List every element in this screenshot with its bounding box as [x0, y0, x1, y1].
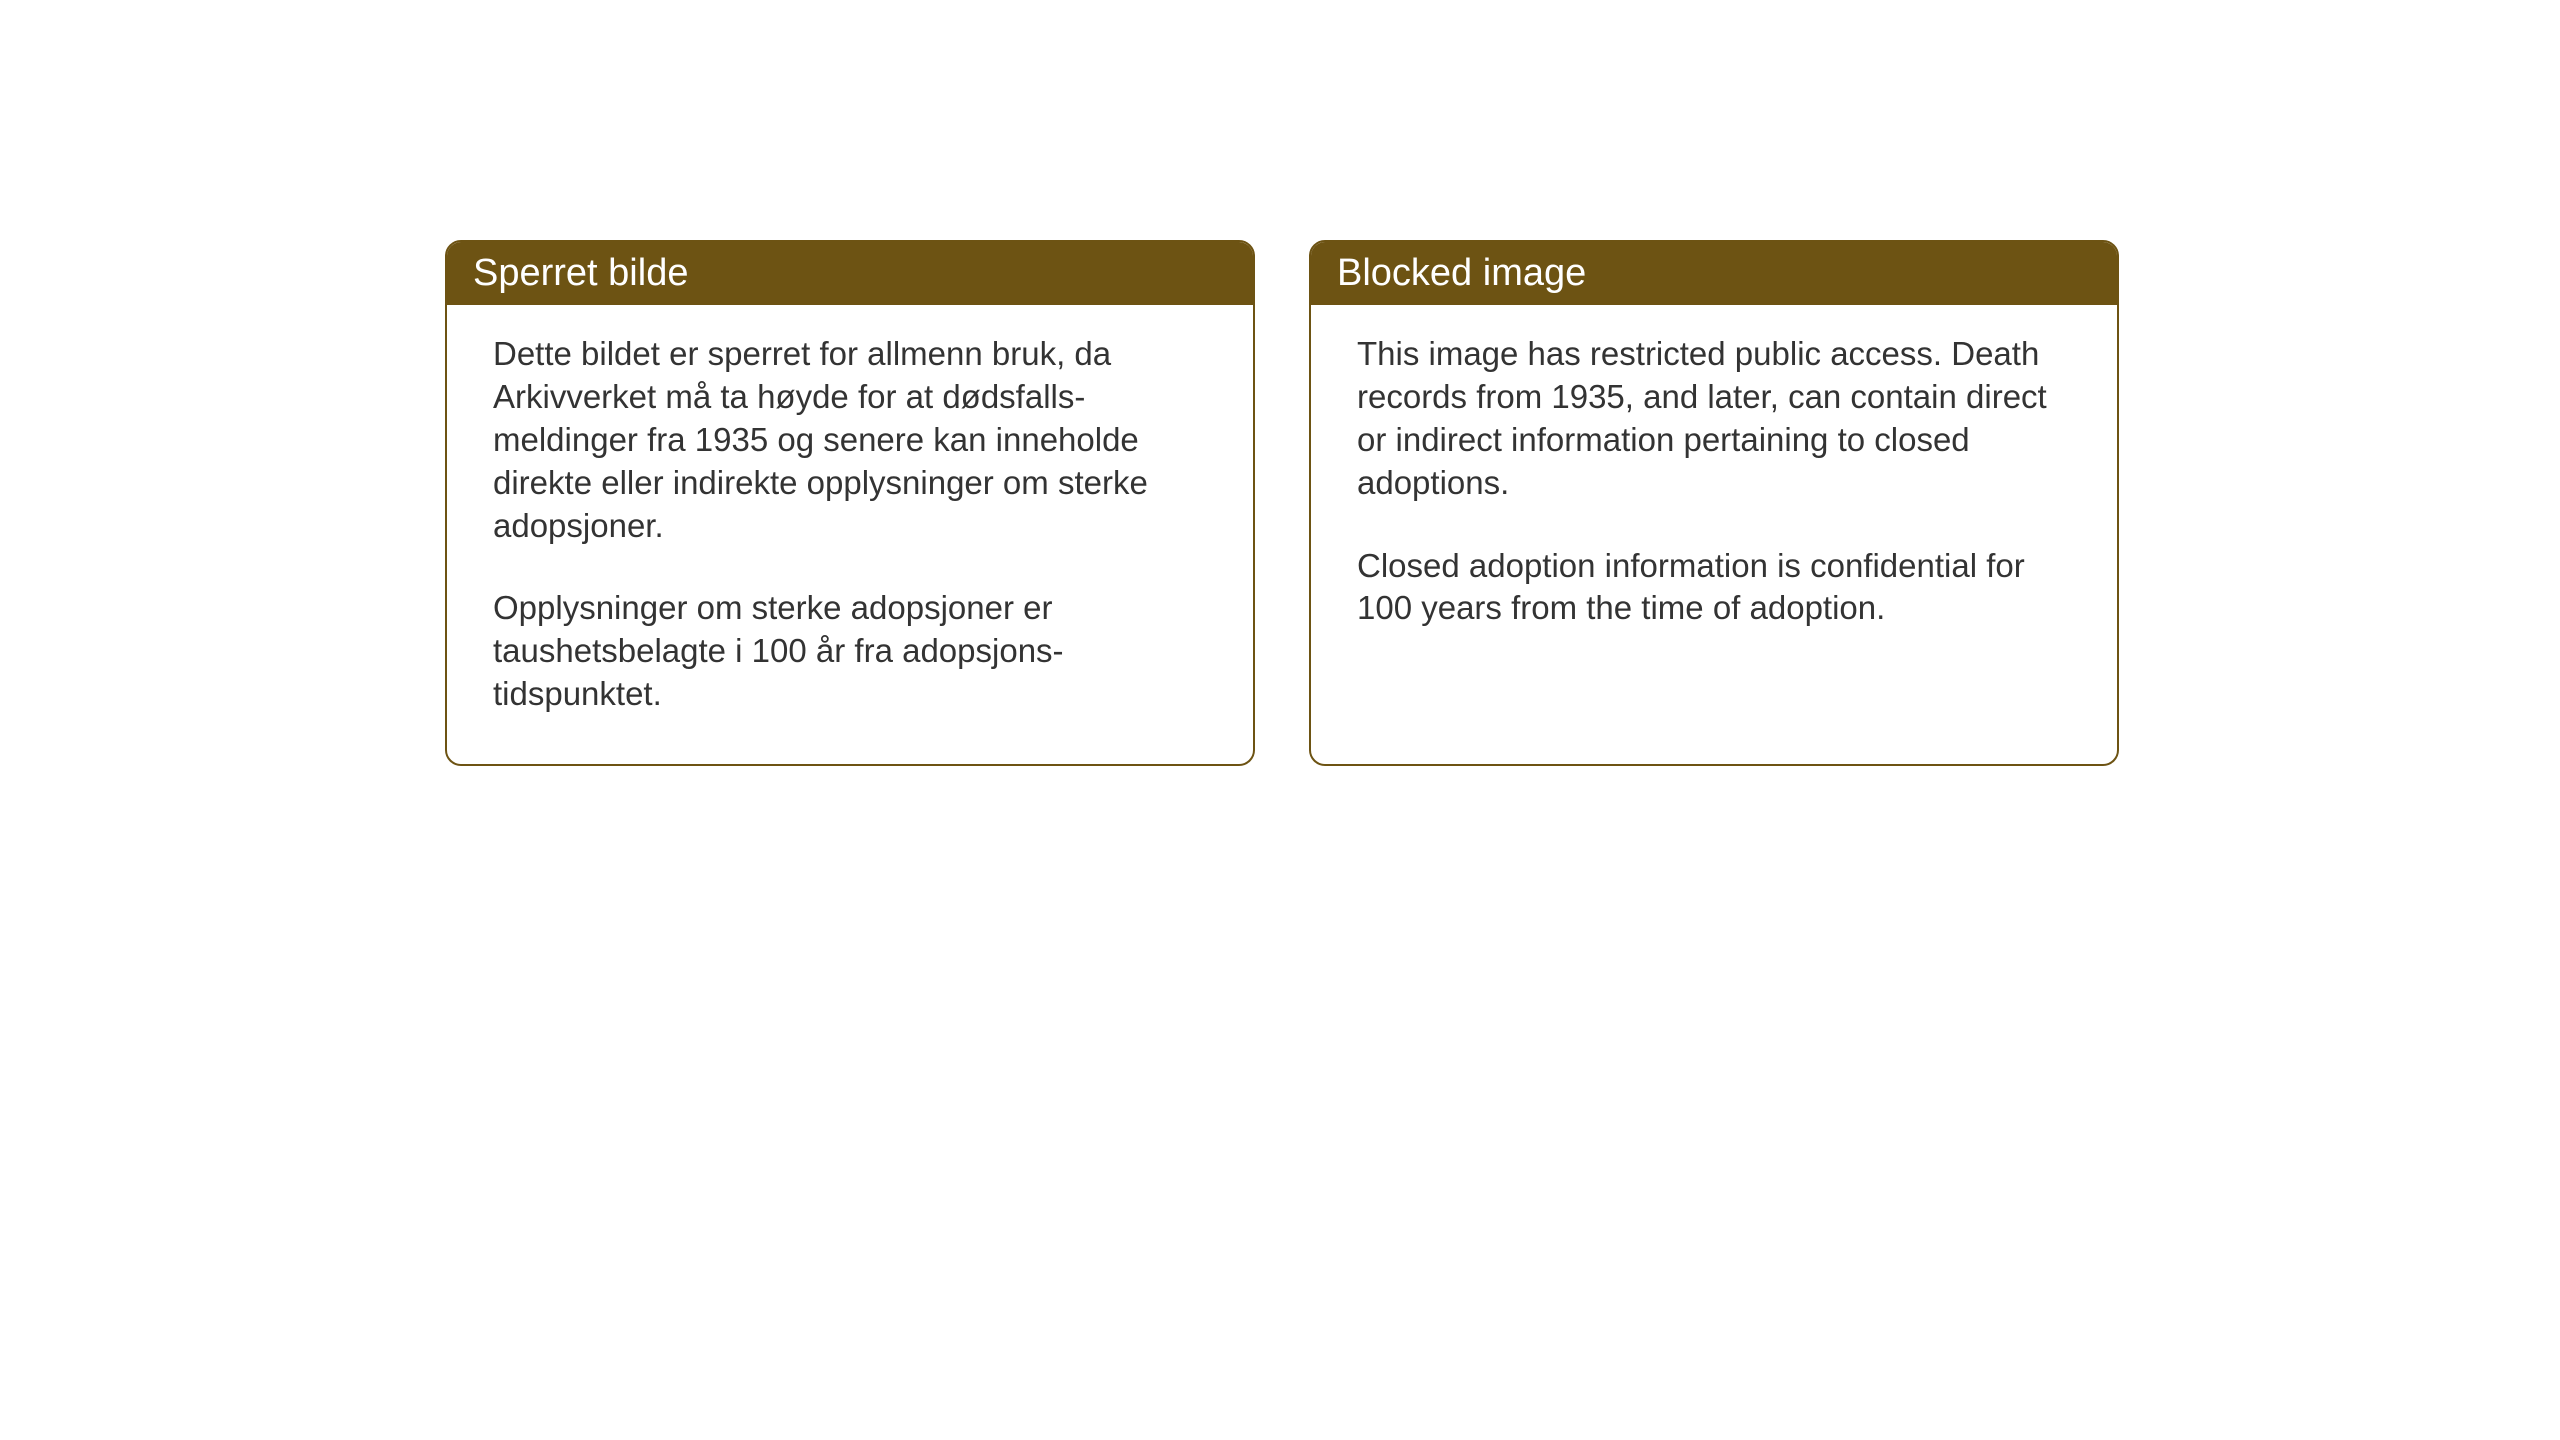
- notice-header-norwegian: Sperret bilde: [447, 242, 1253, 305]
- notice-paragraph-2-english: Closed adoption information is confident…: [1357, 545, 2071, 631]
- notice-title-english: Blocked image: [1337, 252, 1586, 294]
- notice-body-norwegian: Dette bildet er sperret for allmenn bruk…: [447, 305, 1253, 764]
- notice-header-english: Blocked image: [1311, 242, 2117, 305]
- notice-paragraph-1-norwegian: Dette bildet er sperret for allmenn bruk…: [493, 333, 1207, 547]
- notice-body-english: This image has restricted public access.…: [1311, 305, 2117, 678]
- notice-card-english: Blocked image This image has restricted …: [1309, 240, 2119, 766]
- notice-paragraph-1-english: This image has restricted public access.…: [1357, 333, 2071, 505]
- notice-paragraph-2-norwegian: Opplysninger om sterke adopsjoner er tau…: [493, 587, 1207, 716]
- notice-card-norwegian: Sperret bilde Dette bildet er sperret fo…: [445, 240, 1255, 766]
- notice-container: Sperret bilde Dette bildet er sperret fo…: [445, 240, 2119, 766]
- notice-title-norwegian: Sperret bilde: [473, 252, 688, 294]
